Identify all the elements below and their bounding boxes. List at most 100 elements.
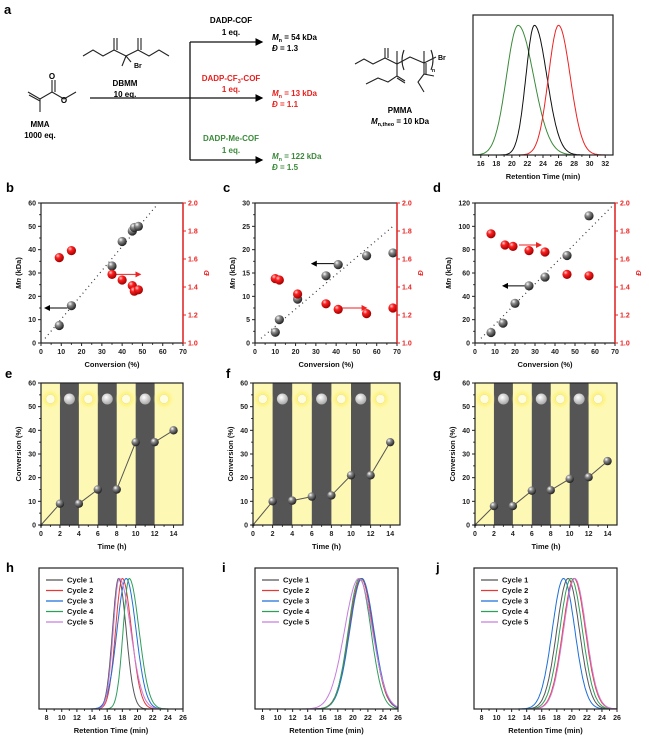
x-tick-label: 14 bbox=[604, 531, 612, 538]
x-tick-label: 2 bbox=[271, 531, 275, 538]
mn-point bbox=[361, 251, 372, 261]
legend-label: Cycle 2 bbox=[502, 586, 528, 595]
y-axis-title: Conversion (%) bbox=[448, 426, 457, 482]
svg-text:DADP-CF3-COF: DADP-CF3-COF bbox=[202, 74, 261, 85]
x-tick-label: 14 bbox=[88, 715, 96, 722]
y2-tick-label: 1.2 bbox=[620, 313, 630, 320]
reaction-arrows bbox=[90, 38, 264, 164]
panel-label: j bbox=[435, 560, 440, 575]
x-tick-label: 50 bbox=[353, 349, 361, 356]
mn-subscript: n bbox=[279, 38, 283, 44]
y-axis-title: Mn (kDa) bbox=[14, 257, 23, 289]
x-tick-label: 6 bbox=[96, 531, 100, 538]
y-axis-unit: Conversion (%) bbox=[448, 426, 457, 482]
x-tick-label: 22 bbox=[149, 715, 157, 722]
light-off-band bbox=[569, 383, 589, 525]
panel-label: f bbox=[226, 366, 231, 381]
light-bulb-on-icon bbox=[159, 394, 169, 404]
light-bulb-off-icon bbox=[497, 393, 509, 405]
conversion-point bbox=[268, 497, 277, 506]
y-tick-label: 0 bbox=[32, 523, 36, 530]
x-tick-label: 0 bbox=[473, 531, 477, 538]
panel-label: h bbox=[6, 560, 14, 575]
x-tick-label: 20 bbox=[568, 715, 576, 722]
y-axis-title: Mn (kDa) bbox=[444, 257, 453, 289]
y-tick-label: 20 bbox=[242, 247, 250, 254]
legend-label: Cycle 1 bbox=[67, 576, 93, 585]
x-tick-label: 20 bbox=[349, 715, 357, 722]
y-tick-label: 60 bbox=[240, 381, 248, 388]
x-tick-label: 6 bbox=[530, 531, 534, 538]
product-mn-value: = 10 kDa bbox=[394, 117, 429, 126]
x-tick-label: 10 bbox=[271, 349, 279, 356]
x-tick-label: 24 bbox=[539, 161, 547, 168]
pmma-structure bbox=[354, 48, 437, 93]
x-tick-label: 10 bbox=[274, 715, 282, 722]
y-tick-label: 10 bbox=[28, 499, 36, 506]
y-tick-label: 20 bbox=[28, 294, 36, 301]
dispersity-symbol: Đ bbox=[272, 100, 278, 109]
panel-label: a bbox=[4, 2, 12, 17]
panel-label: i bbox=[222, 560, 226, 575]
dispersity-value: = 1.3 bbox=[278, 44, 299, 53]
x-tick-label: 70 bbox=[179, 349, 187, 356]
x-tick-label: 16 bbox=[538, 715, 546, 722]
light-off-band bbox=[272, 383, 293, 525]
gpc-curve-cycle-1 bbox=[474, 577, 617, 710]
dispersity-point bbox=[274, 275, 284, 285]
light-bulb-on-icon bbox=[258, 394, 268, 404]
y2-tick-label: 1.6 bbox=[402, 257, 412, 264]
mn-symbol: M bbox=[272, 33, 279, 42]
x-tick-label: 20 bbox=[511, 349, 519, 356]
y-axis-unit: Conversion (%) bbox=[226, 426, 235, 482]
y2-tick-label: 1.0 bbox=[188, 341, 198, 348]
plot-frame bbox=[473, 567, 618, 710]
y-tick-label: 120 bbox=[458, 201, 470, 208]
x-tick-label: 10 bbox=[132, 531, 140, 538]
mn-symbol: M bbox=[272, 89, 279, 98]
svg-text:Mn = 122 kDa: Mn = 122 kDa bbox=[272, 152, 322, 163]
conversion-point bbox=[546, 486, 555, 495]
conversion-point bbox=[307, 492, 316, 501]
y-tick-label: 60 bbox=[462, 381, 470, 388]
y-tick-label: 40 bbox=[28, 247, 36, 254]
legend-label: Cycle 1 bbox=[283, 576, 309, 585]
chart-panel-f: f 0 2 4 6 8 10 12 14 Time (h) 0 10 20 30 40 50 60 Convers… bbox=[226, 366, 401, 551]
x-tick-label: 20 bbox=[292, 349, 300, 356]
y-tick-label: 50 bbox=[28, 224, 36, 231]
conversion-point bbox=[346, 471, 356, 480]
chart-panel-c: c 0 10 20 30 40 50 60 70 Conversion (%) 0 5 10 15 20 25… bbox=[223, 180, 425, 369]
x-tick-label: 50 bbox=[571, 349, 579, 356]
gpc-curve-cycle-2 bbox=[474, 577, 617, 710]
x-tick-label: 0 bbox=[251, 531, 255, 538]
mn-subscript: n bbox=[279, 157, 283, 163]
x-tick-label: 32 bbox=[601, 161, 609, 168]
mn-value: = 13 kDa bbox=[282, 89, 317, 98]
x-tick-label: 2 bbox=[58, 531, 62, 538]
x-tick-label: 6 bbox=[310, 531, 314, 538]
conversion-point bbox=[112, 485, 121, 494]
legend-label: Cycle 5 bbox=[67, 618, 93, 627]
catalyst-equivalents: 1 eq. bbox=[222, 85, 240, 94]
y-tick-label: 5 bbox=[246, 317, 250, 324]
y2-tick-label: 1.2 bbox=[402, 313, 412, 320]
mn-point bbox=[498, 318, 508, 328]
x-tick-label: 16 bbox=[103, 715, 111, 722]
x-tick-label: 20 bbox=[508, 161, 516, 168]
conversion-point bbox=[55, 499, 65, 508]
svg-text:Đ = 1.3: Đ = 1.3 bbox=[272, 44, 299, 53]
x-tick-label: 30 bbox=[586, 161, 594, 168]
legend-label: Cycle 4 bbox=[67, 607, 94, 616]
x-tick-label: 8 bbox=[261, 715, 265, 722]
legend-label: Cycle 3 bbox=[283, 597, 309, 606]
dispersity-point bbox=[388, 303, 398, 313]
catalyst-equivalents: 1 eq. bbox=[222, 28, 240, 37]
light-bulb-off-icon bbox=[573, 393, 585, 405]
y2-tick-label: 1.2 bbox=[188, 313, 198, 320]
y2-tick-label: 2.0 bbox=[402, 201, 412, 208]
conversion-point bbox=[603, 456, 612, 466]
y2-tick-label: 1.4 bbox=[188, 285, 198, 292]
legend-label: Cycle 4 bbox=[502, 607, 529, 616]
y2-tick-label: 2.0 bbox=[188, 201, 198, 208]
